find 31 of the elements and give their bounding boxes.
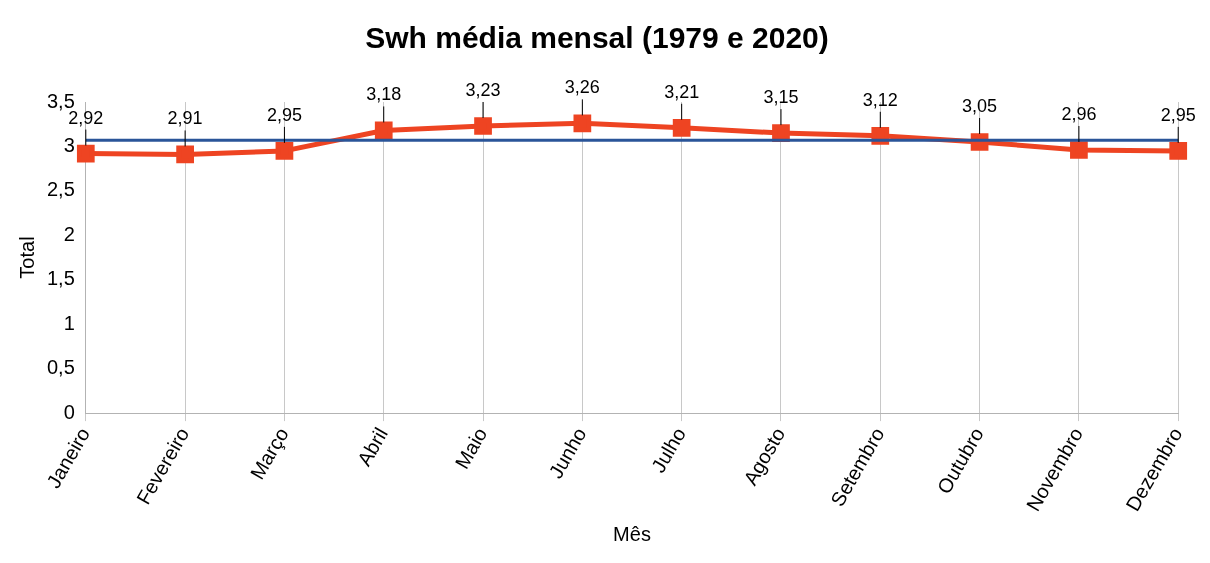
point: [374, 121, 393, 140]
y-tick-label: 0,5: [46, 356, 75, 379]
y-tick-label: 2,5: [46, 178, 75, 201]
data-label: 2,95: [1160, 104, 1196, 125]
y-tick-label: 1: [63, 311, 75, 334]
data-label: 3,05: [962, 95, 998, 116]
data-label: 3,26: [564, 77, 600, 98]
data-label: 2,91: [167, 108, 203, 129]
point: [772, 124, 790, 142]
y-tick-label: 3: [63, 133, 75, 156]
y-tick-label: 0: [63, 400, 75, 423]
point: [1169, 142, 1188, 160]
point: [176, 145, 194, 164]
x-axis-title: Mês: [613, 522, 651, 545]
data-label: 3,23: [465, 79, 501, 100]
data-label: 3,21: [664, 81, 700, 102]
point: [672, 118, 691, 137]
data-label: 3,12: [862, 89, 898, 110]
point: [573, 114, 592, 133]
chart-title: Swh média mensal (1979 e 2020): [365, 21, 829, 55]
data-label: 3,15: [763, 87, 799, 108]
point: [76, 144, 95, 163]
y-axis-title: Total: [15, 236, 38, 279]
data-label: 2,95: [266, 104, 302, 125]
data-label: 3,18: [366, 84, 402, 105]
y-tick-label: 1,5: [46, 267, 75, 290]
point: [1070, 141, 1088, 159]
point: [275, 142, 294, 160]
point: [474, 117, 492, 135]
data-label: 2,96: [1061, 103, 1097, 124]
y-tick-label: 2: [63, 222, 75, 245]
